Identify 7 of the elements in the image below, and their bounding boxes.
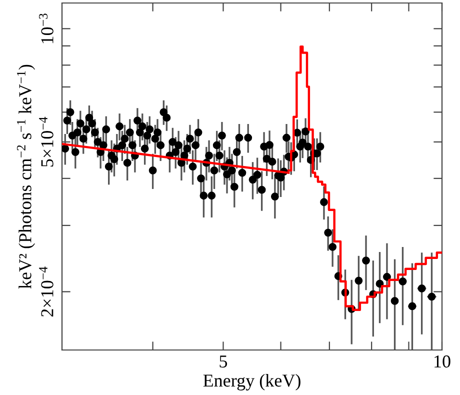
x-tick-label: 5: [220, 356, 228, 368]
x-tick-label: 10: [434, 355, 450, 368]
x-axis-title: Energy (keV): [203, 374, 300, 390]
y-tick-label: 5×10$^{−4}$: [39, 116, 54, 167]
y-tick-label: 10$^{−3}$: [39, 14, 54, 44]
y-tick-label: 2×10$^{−4}$: [39, 266, 54, 317]
y-axis-title: keV² (Photons cm$^{−2}$ s$^{−1}$ keV$^{−1}$): [16, 64, 35, 289]
